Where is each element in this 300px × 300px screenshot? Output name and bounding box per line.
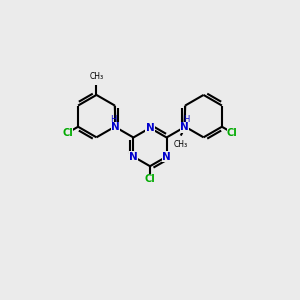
Text: N: N — [111, 122, 120, 132]
Text: Cl: Cl — [227, 128, 238, 138]
Text: H: H — [184, 115, 190, 124]
Text: N: N — [162, 152, 171, 162]
Text: H: H — [110, 115, 116, 124]
Text: Cl: Cl — [62, 128, 73, 138]
Text: CH₃: CH₃ — [89, 72, 103, 81]
Text: N: N — [180, 122, 189, 132]
Text: Cl: Cl — [145, 174, 155, 184]
Text: N: N — [129, 152, 138, 162]
Text: CH₃: CH₃ — [174, 140, 188, 149]
Text: N: N — [146, 123, 154, 133]
